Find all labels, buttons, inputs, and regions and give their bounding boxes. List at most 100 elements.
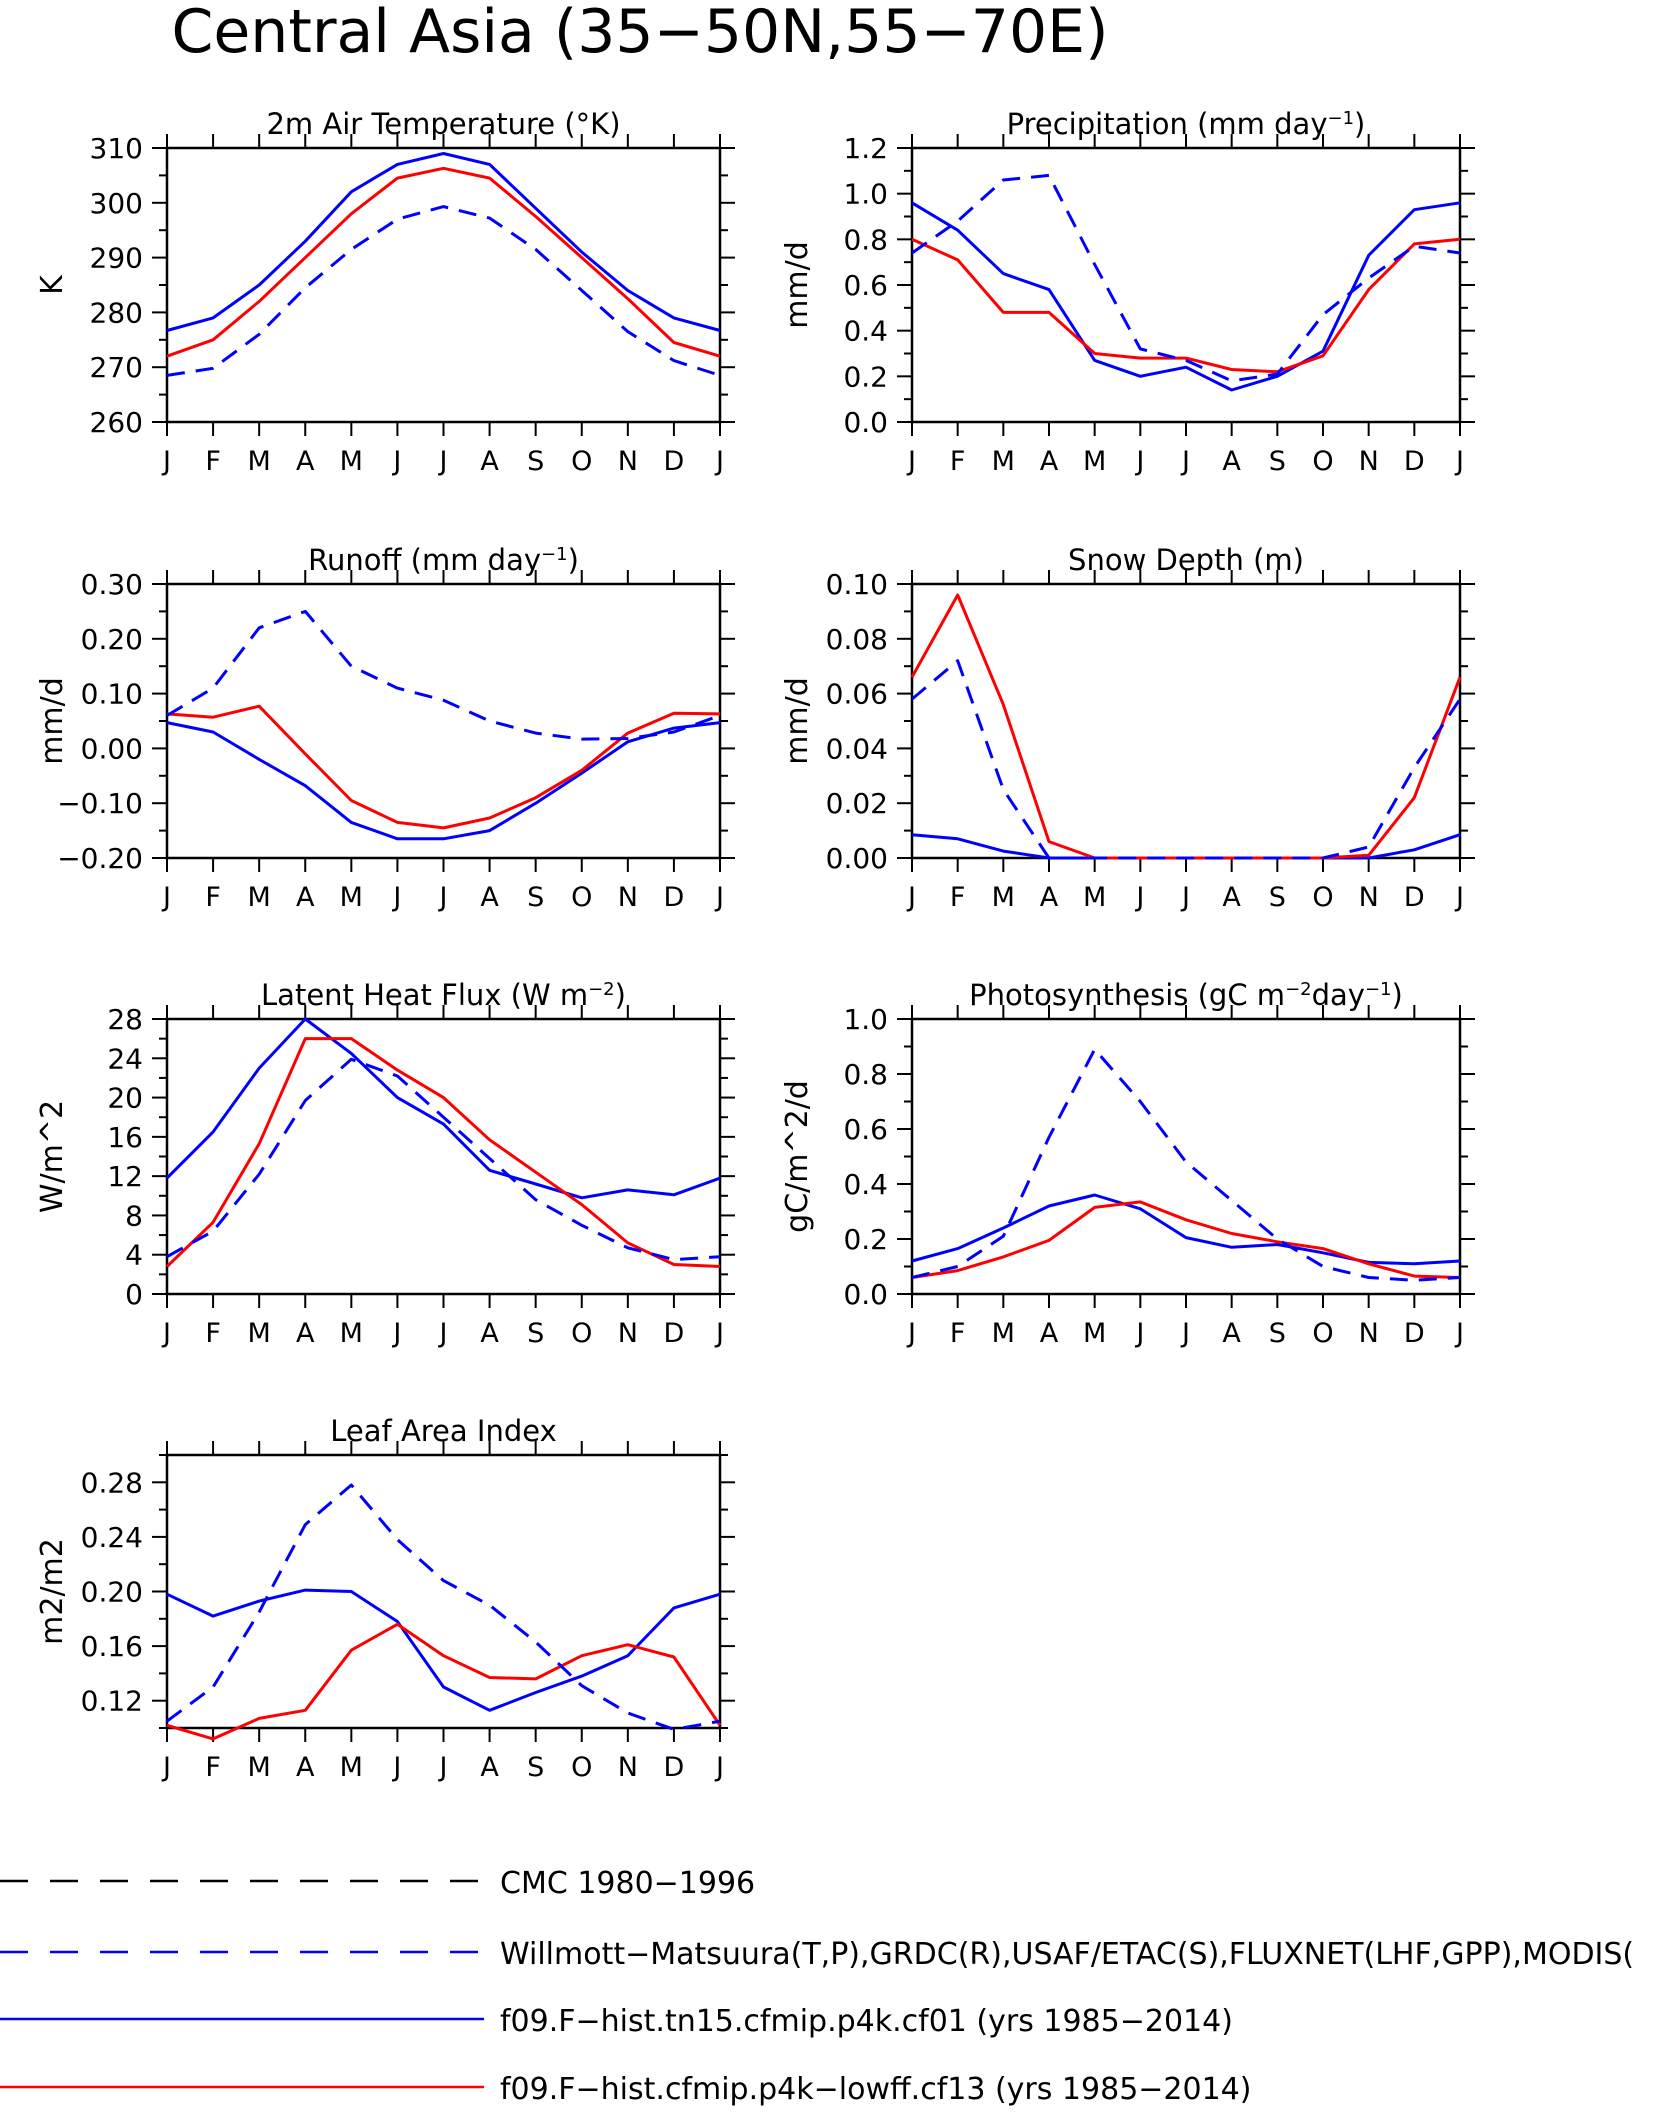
x-tick-label: M	[248, 1318, 271, 1349]
y-axis-label: gC/m^2/d	[780, 1080, 815, 1233]
x-tick-label: A	[1040, 1318, 1059, 1349]
chart-title: Latent Heat Flux (W m−2)	[261, 978, 626, 1012]
x-tick-label: J	[906, 446, 916, 477]
x-tick-label: J	[1134, 882, 1144, 913]
series-line-model-cf01	[911, 833, 1461, 860]
x-tick-label: J	[906, 1318, 916, 1349]
x-tick-label: A	[296, 446, 315, 477]
x-tick-label: O	[1312, 1318, 1333, 1349]
y-tick-label: 0.0	[843, 406, 888, 439]
y-tick-label: 270	[90, 351, 143, 384]
x-tick-label: A	[1040, 882, 1059, 913]
chart-panel-5: Latent Heat Flux (W m−2)W/m^2J F M A M J J A S O N…	[35, 978, 735, 1349]
y-tick-label: 0.28	[81, 1466, 143, 1499]
series-line-model-cf13	[165, 1037, 721, 1268]
y-axis-label: mm/d	[780, 241, 815, 329]
x-tick-label: F	[205, 882, 221, 913]
x-tick-label: J	[161, 446, 171, 477]
y-tick-label: 0.2	[843, 1223, 888, 1256]
series-line-observed	[911, 1047, 1461, 1282]
y-tick-label: 0.4	[843, 1168, 888, 1201]
x-tick-label: M	[340, 1752, 363, 1783]
x-tick-label: A	[1222, 446, 1241, 477]
x-tick-label: A	[480, 882, 499, 913]
series-line-model-cf01	[165, 1017, 721, 1200]
legend-label: CMC 1980−1996	[500, 1866, 755, 1901]
x-tick-label: M	[248, 882, 271, 913]
x-tick-label: J	[1454, 1318, 1464, 1349]
x-tick-label: J	[1134, 1318, 1144, 1349]
y-tick-label: 0.06	[826, 678, 888, 711]
legend-label: f09.F−hist.tn15.cfmip.p4k.cf01 (yrs 1985…	[500, 2004, 1233, 2039]
series-line-model-cf13	[910, 593, 1462, 860]
x-tick-label: J	[161, 1752, 171, 1783]
y-tick-label: 1.0	[843, 178, 888, 211]
x-tick-label: D	[664, 882, 685, 913]
series-line-model-cf01	[911, 1193, 1461, 1266]
series-line-observed	[166, 1057, 721, 1262]
y-axis-label: K	[35, 274, 70, 295]
y-tick-label: 280	[90, 296, 143, 329]
series-line-model-cf01	[166, 152, 721, 332]
y-tick-label: 20	[107, 1082, 143, 1115]
x-tick-label: J	[714, 446, 724, 477]
x-tick-label: J	[714, 1318, 724, 1349]
x-tick-label: N	[618, 1752, 638, 1783]
y-tick-label: 0.6	[843, 269, 888, 302]
plot-frame	[910, 582, 1462, 860]
chart-panel-2: Precipitation (mm day−1)mm/dJ F M A M J J A S O N D…	[780, 107, 1475, 477]
y-tick-label: 4	[125, 1239, 143, 1272]
legend-label: Willmott−Matsuura(T,P),GRDC(R),USAF/ETAC…	[500, 1937, 1634, 1972]
x-tick-label: A	[1040, 446, 1059, 477]
x-tick-label: A	[296, 1318, 315, 1349]
x-tick-label: J	[1454, 882, 1464, 913]
x-tick-label: J	[391, 1318, 401, 1349]
y-tick-label: 0.0	[843, 1278, 888, 1311]
x-tick-label: M	[1083, 1318, 1106, 1349]
x-tick-label: J	[1180, 446, 1190, 477]
y-tick-label: 0.30	[81, 568, 143, 601]
x-tick-label: N	[1359, 446, 1379, 477]
y-tick-label: 0.00	[826, 842, 888, 875]
y-tick-label: 0.02	[826, 787, 888, 820]
x-tick-label: O	[1312, 882, 1333, 913]
series-line-model-cf01	[166, 721, 721, 841]
plot-frame	[165, 146, 722, 424]
legend-entry-1: CMC 1980−1996	[0, 1866, 755, 1901]
y-tick-label: 1.2	[843, 132, 888, 165]
series-line-observed	[166, 205, 721, 377]
x-tick-label: F	[205, 1752, 221, 1783]
x-tick-label: J	[714, 1752, 724, 1783]
x-tick-label: J	[438, 1752, 448, 1783]
y-tick-label: 0.08	[826, 623, 888, 656]
x-tick-label: O	[571, 1318, 592, 1349]
x-tick-label: J	[714, 882, 724, 913]
x-tick-label: A	[480, 446, 499, 477]
y-tick-label: 0.10	[81, 678, 143, 711]
x-tick-label: S	[527, 1318, 544, 1349]
chart-panel-1: 2m Air Temperature (°K)KJ F M A M J J A S O N D J260…	[35, 107, 735, 477]
x-tick-label: F	[205, 1318, 221, 1349]
series-line-observed	[911, 173, 1461, 383]
y-tick-label: 260	[90, 406, 143, 439]
y-tick-label: 310	[90, 132, 143, 165]
series-line-model-cf01	[911, 201, 1461, 392]
x-tick-label: O	[571, 1752, 592, 1783]
y-tick-label: 0.04	[826, 732, 888, 765]
x-tick-label: J	[438, 1318, 448, 1349]
x-tick-label: M	[248, 446, 271, 477]
x-tick-label: M	[340, 1318, 363, 1349]
y-axis-label: mm/d	[780, 677, 815, 765]
x-tick-label: N	[618, 882, 638, 913]
legend-entry-2: Willmott−Matsuura(T,P),GRDC(R),USAF/ETAC…	[0, 1937, 1634, 1972]
y-tick-label: 0.00	[81, 732, 143, 765]
series-line-model-cf13	[166, 704, 721, 830]
y-tick-label: 0.20	[81, 1576, 143, 1609]
x-tick-label: F	[205, 446, 221, 477]
x-tick-label: A	[1222, 1318, 1241, 1349]
y-axis-label: W/m^2	[35, 1100, 70, 1213]
series-line-model-cf01	[166, 1588, 721, 1712]
x-tick-label: D	[664, 1318, 685, 1349]
series-line-model-cf13	[166, 166, 721, 358]
chart-title: Runoff (mm day−1)	[308, 543, 579, 577]
